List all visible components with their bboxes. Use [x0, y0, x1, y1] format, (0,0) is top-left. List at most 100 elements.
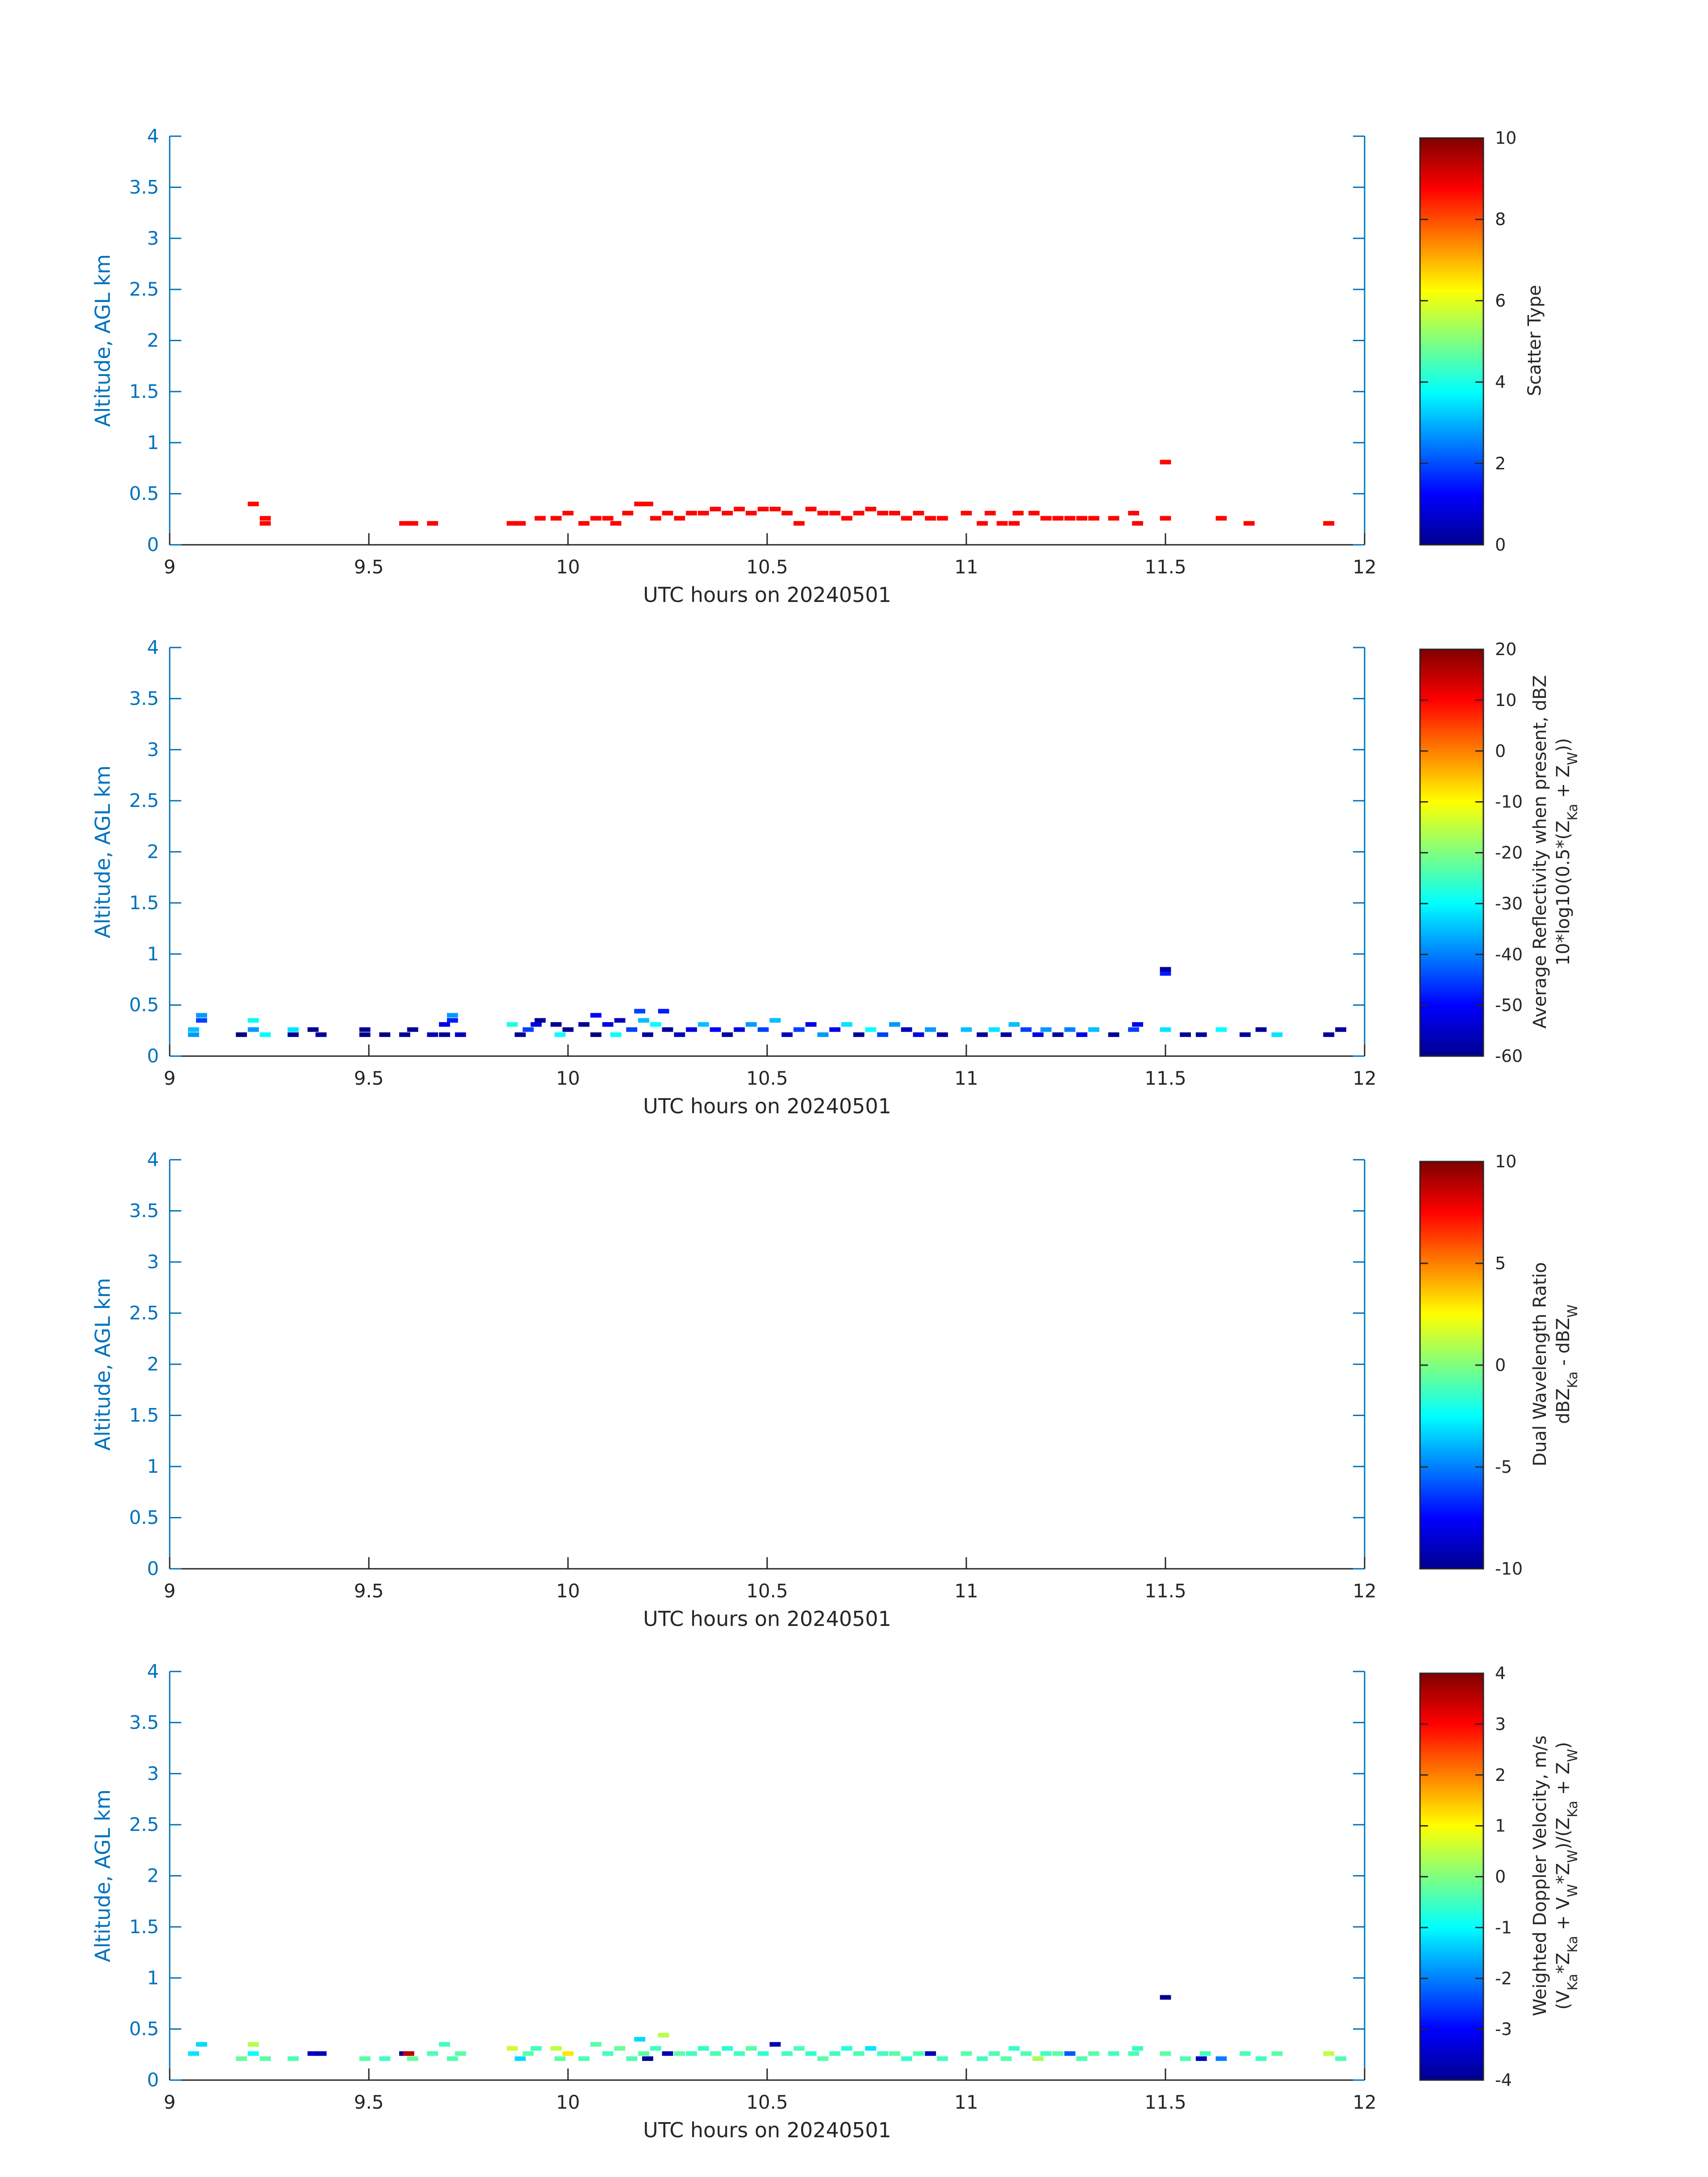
data-cell	[960, 510, 972, 516]
data-cell	[1076, 1032, 1088, 1037]
data-cell	[359, 2056, 371, 2061]
data-cell	[447, 1013, 458, 1018]
data-cell	[734, 1027, 745, 1032]
y-tick-label: 0	[147, 1558, 159, 1579]
x-tick-label: 11	[954, 2091, 978, 2113]
data-cell	[1323, 2051, 1335, 2056]
data-cell	[913, 2051, 924, 2056]
y-tick-label: 0.5	[129, 994, 159, 1016]
colorbar-label: Weighted Doppler Velocity, m/s	[1530, 1735, 1550, 2016]
data-cell	[188, 2051, 199, 2056]
colorbar: -10 -5 0 5 10 Dual Wavelength Ratio dBZKa - dB…	[1419, 1152, 1581, 1579]
colorbar-gradient	[1419, 137, 1484, 546]
x-axis-label: UTC hours on 20240501	[643, 1094, 891, 1118]
data-cell	[829, 510, 841, 516]
data-cell	[1052, 2051, 1064, 2056]
data-cell	[853, 2051, 864, 2056]
x-tick-label: 11	[954, 1580, 978, 1602]
data-cell	[769, 506, 781, 512]
data-cell	[686, 2051, 697, 2056]
data-cell	[562, 2051, 574, 2056]
data-cell	[1028, 510, 1040, 516]
colorbar: -4 -3 -2 -1 0 1 2 3 4 Weighted Doppler Velocity, …	[1419, 1663, 1581, 2090]
x-tick-label: 10	[556, 1580, 580, 1602]
x-axis-label: UTC hours on 20240501	[643, 583, 891, 607]
data-cell	[977, 521, 988, 526]
data-cell	[399, 1032, 410, 1037]
data-cell	[247, 2042, 259, 2047]
x-tick-label: 11.5	[1144, 2091, 1186, 2113]
data-cell	[937, 2056, 948, 2061]
data-cell	[1132, 1022, 1143, 1027]
data-cell	[1160, 1027, 1171, 1032]
colorbar-tick-label: 10	[1495, 690, 1516, 710]
data-cell	[829, 1027, 841, 1032]
data-cell	[307, 2051, 319, 2056]
data-cell	[686, 1027, 697, 1032]
data-cell	[578, 2056, 590, 2061]
colorbar-tick-label: 2	[1495, 454, 1506, 473]
y-axis-label: Altitude, AGL km	[91, 1789, 115, 1962]
data-cell	[399, 521, 410, 526]
data-cell	[901, 516, 912, 521]
data-cell	[315, 2051, 327, 2056]
colorbar-tick-label: 5	[1495, 1254, 1506, 1273]
data-cell	[985, 510, 996, 516]
y-tick-label: 0.5	[129, 2018, 159, 2040]
colorbar-tick-label: 10	[1495, 128, 1516, 148]
data-cell	[427, 1032, 438, 1037]
data-cell	[1271, 2051, 1283, 2056]
data-cell	[674, 2051, 685, 2056]
data-cell	[315, 1032, 327, 1037]
y-tick-label: 2.5	[129, 278, 159, 300]
colorbar: -60 -50 -40 -30 -20 -10 0 10 20 Average Reflectiv…	[1419, 639, 1581, 1066]
data-cell	[650, 516, 661, 521]
data-cell	[734, 506, 745, 512]
data-cell	[602, 516, 614, 521]
data-cell	[1160, 971, 1171, 976]
colorbar-tick-label: 4	[1495, 372, 1506, 392]
colorbar-tick-label: 20	[1495, 639, 1516, 659]
data-cell	[745, 510, 757, 516]
y-axis-label: Altitude, AGL km	[91, 765, 115, 938]
colorbar-tick-label: 0	[1495, 741, 1506, 761]
data-cell	[1199, 2051, 1211, 2056]
data-cell	[901, 1027, 912, 1032]
x-tick-label: 9.5	[354, 2091, 384, 2113]
data-cell	[562, 1027, 574, 1032]
data-cell	[1008, 1022, 1020, 1027]
data-cell	[996, 521, 1008, 526]
data-cell	[259, 521, 271, 526]
data-cell	[769, 2042, 781, 2047]
data-cell	[610, 521, 622, 526]
x-tick-label: 12	[1353, 1580, 1376, 1602]
data-cell	[757, 2051, 769, 2056]
data-cell	[989, 1027, 1000, 1032]
x-tick-label: 11.5	[1144, 1067, 1186, 1089]
data-cell	[1240, 2051, 1251, 2056]
data-cell	[359, 1032, 371, 1037]
data-cell	[196, 1018, 207, 1023]
data-cell	[817, 2056, 829, 2061]
data-cell	[889, 1022, 900, 1027]
y-tick-label: 3.5	[129, 687, 159, 709]
y-tick-label: 1.5	[129, 1916, 159, 1938]
data-cell	[781, 2051, 793, 2056]
data-cell	[1180, 1032, 1191, 1037]
heatmap-cells	[247, 460, 1335, 526]
data-cell	[710, 2051, 721, 2056]
data-cell	[236, 2056, 247, 2061]
data-cell	[1271, 1032, 1283, 1037]
x-tick-label: 10	[556, 2091, 580, 2113]
data-cell	[1032, 1032, 1044, 1037]
data-cell	[610, 1032, 622, 1037]
data-cell	[1052, 1032, 1064, 1037]
colorbar-tick-label: -4	[1495, 2070, 1512, 2090]
data-cell	[1032, 2056, 1044, 2061]
data-cell	[1160, 460, 1171, 464]
y-tick-label: 1.5	[129, 1404, 159, 1426]
colorbar-tick-label: 4	[1495, 1663, 1506, 1683]
colorbar-gradient	[1419, 1672, 1484, 2081]
data-cell	[642, 1032, 653, 1037]
data-cell	[662, 2051, 673, 2056]
